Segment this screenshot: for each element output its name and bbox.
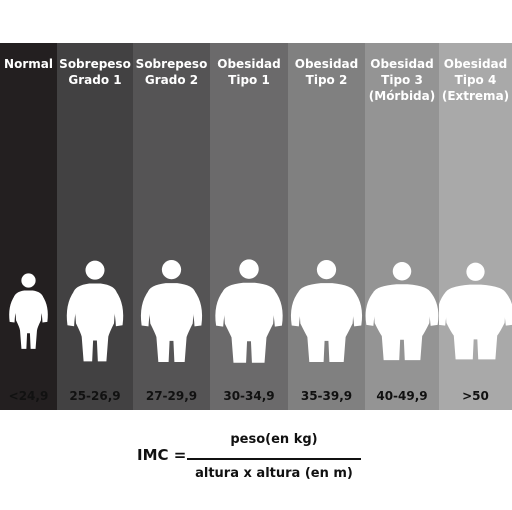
formula-numerator: peso(en kg): [230, 432, 318, 447]
formula-label: IMC =: [137, 446, 187, 464]
bmi-range-label: <24,9: [8, 389, 49, 403]
figure-container: [288, 254, 365, 369]
column-title-line: Sobrepeso: [59, 57, 131, 71]
body-silhouette-icon: [290, 260, 363, 363]
column-title: Obesidad Tipo 1: [210, 56, 288, 88]
bmi-column: Obesidad Tipo 3 (Mórbida) 40-49,9: [365, 43, 439, 410]
bmi-column: Normal <24,9: [0, 43, 57, 410]
column-title-line: Grado 2: [144, 73, 199, 87]
column-title-line: Normal: [4, 57, 53, 71]
column-title-line: Obesidad: [294, 57, 359, 71]
figure-container: [439, 254, 512, 369]
body-silhouette-icon: [215, 259, 283, 363]
formula-denominator: altura x altura (en m): [195, 466, 353, 481]
formula-fraction-bar: [187, 458, 361, 460]
bmi-range-label: >50: [462, 389, 489, 403]
column-title-line: Sobrepeso: [135, 57, 208, 71]
column-title-line: (Extrema): [441, 89, 510, 103]
bmi-range-label: 35-39,9: [300, 389, 353, 403]
bmi-range-label: 27-29,9: [145, 389, 198, 403]
bmi-column: Obesidad Tipo 4 (Extrema) >50: [439, 43, 512, 410]
figure-container: [0, 254, 57, 369]
figure-container: [210, 254, 288, 369]
bmi-column: Sobrepeso Grado 1 25-26,9: [57, 43, 133, 410]
column-title: Sobrepeso Grado 2: [133, 56, 210, 88]
column-title-line: Obesidad: [443, 57, 508, 71]
column-title-line: Grado 1: [68, 73, 122, 87]
column-title: Obesidad Tipo 3 (Mórbida): [365, 56, 439, 104]
bmi-column: Obesidad Tipo 1 30-34,9: [210, 43, 288, 410]
bmi-range-label: 40-49,9: [376, 389, 428, 403]
bmi-column: Obesidad Tipo 2 35-39,9: [288, 43, 365, 410]
body-silhouette-icon: [439, 262, 512, 360]
figure-container: [57, 254, 133, 369]
body-silhouette-icon: [9, 273, 48, 349]
figure-container: [365, 254, 439, 369]
body-silhouette-icon: [66, 260, 124, 362]
bmi-range-label: 25-26,9: [69, 389, 121, 403]
bmi-range-label: 30-34,9: [223, 389, 275, 403]
column-title: Obesidad Tipo 4 (Extrema): [439, 56, 512, 104]
column-title: Normal: [0, 56, 57, 72]
column-title-line: Obesidad: [217, 57, 281, 71]
column-title: Sobrepeso Grado 1: [57, 56, 133, 88]
column-title-line: Tipo 2: [305, 73, 348, 87]
column-title: Obesidad Tipo 2: [288, 56, 365, 88]
body-silhouette-icon: [140, 260, 203, 363]
figure-container: [133, 254, 210, 369]
column-title-line: Tipo 1: [228, 73, 270, 87]
column-title-line: Tipo 3: [381, 73, 423, 87]
bmi-column: Sobrepeso Grado 2 27-29,9: [133, 43, 210, 410]
column-title-line: Obesidad: [370, 57, 434, 71]
column-title-line: (Mórbida): [368, 89, 436, 103]
column-title-line: Tipo 4: [454, 73, 497, 87]
body-silhouette-icon: [365, 262, 439, 361]
